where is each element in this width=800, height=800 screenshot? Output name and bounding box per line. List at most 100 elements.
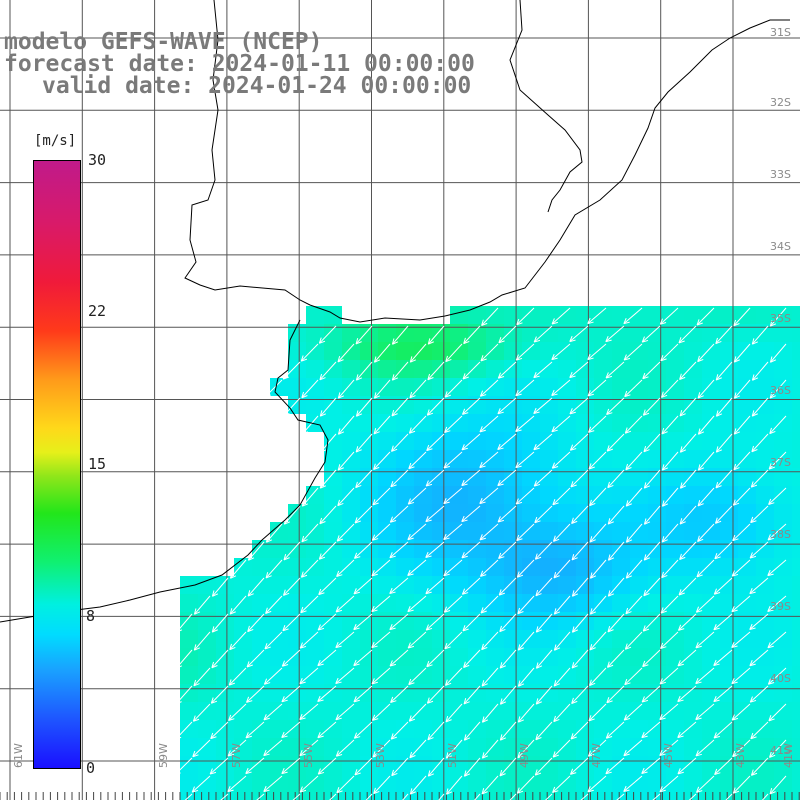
wind-speed-cell	[540, 540, 558, 558]
wind-arrow	[425, 469, 445, 487]
wind-arrow	[606, 397, 625, 415]
wind-arrow	[373, 775, 391, 795]
wind-speed-cell	[342, 612, 360, 630]
wind-arrow	[281, 685, 301, 703]
wind-speed-cell	[702, 540, 720, 558]
wind-speed-cell	[468, 774, 486, 792]
wind-arrow	[643, 433, 661, 453]
wind-speed-cell	[288, 558, 306, 576]
colorbar-tick-15: 15	[88, 455, 107, 473]
wind-arrow	[553, 667, 571, 687]
wind-speed-cell	[450, 702, 468, 720]
wind-speed-cell	[594, 468, 612, 486]
wind-arrow	[409, 379, 427, 399]
wind-arrow	[497, 397, 517, 415]
wind-arrow	[553, 631, 571, 651]
wind-speed-cell	[414, 792, 432, 800]
wind-speed-cell	[792, 612, 800, 630]
wind-speed-cell	[540, 774, 558, 792]
wind-speed-cell	[594, 738, 612, 756]
wind-arrow	[256, 793, 265, 800]
wind-arrow	[643, 541, 661, 561]
wind-speed-cell	[558, 666, 576, 684]
wind-speed-cell	[234, 576, 252, 594]
wind-speed-cell	[648, 594, 666, 612]
wind-arrow	[481, 775, 499, 795]
wind-speed-cell	[594, 486, 612, 504]
wind-speed-cell	[738, 450, 756, 468]
wind-speed-cell	[720, 720, 738, 738]
wind-speed-cell	[648, 306, 666, 324]
wind-speed-cell	[540, 558, 558, 576]
wind-speed-cell	[396, 324, 414, 342]
wind-arrow	[553, 559, 571, 579]
wind-speed-cell	[216, 774, 234, 792]
wind-speed-cell	[378, 324, 396, 342]
wind-arrow	[211, 577, 229, 597]
wind-arrow	[571, 505, 589, 524]
wind-speed-cell	[738, 378, 756, 396]
wind-arrow	[245, 721, 265, 739]
wind-arrow	[390, 721, 409, 740]
wind-arrow	[318, 541, 337, 560]
wind-speed-cell	[306, 396, 324, 414]
wind-speed-cell	[756, 504, 774, 522]
wind-arrow	[409, 343, 427, 363]
wind-speed-cell	[504, 630, 522, 648]
wind-arrow	[749, 649, 769, 667]
wind-speed-cell	[666, 738, 684, 756]
wind-arrow	[247, 541, 265, 561]
wind-arrow	[246, 649, 265, 668]
wind-speed-cell	[342, 558, 360, 576]
wind-speed-cell	[396, 540, 414, 558]
wind-speed-cell	[756, 342, 774, 360]
wind-speed-cell	[738, 558, 756, 576]
wind-speed-cell	[702, 738, 720, 756]
wind-speed-cell	[450, 738, 468, 756]
wind-speed-cell	[792, 342, 800, 360]
wind-speed-cell	[486, 738, 504, 756]
wind-speed-cell	[396, 396, 414, 414]
wind-speed-cell	[630, 558, 648, 576]
wind-speed-cell	[504, 396, 522, 414]
wind-arrow	[335, 631, 355, 649]
wind-speed-cell	[270, 612, 288, 630]
wind-arrow	[210, 685, 229, 704]
wind-speed-cell	[414, 594, 432, 612]
wind-speed-cell	[774, 594, 792, 612]
wind-speed-cell	[792, 576, 800, 594]
wind-arrow	[265, 559, 283, 579]
wind-arrow	[607, 541, 625, 561]
wind-speed-cell	[792, 558, 800, 576]
wind-arrow	[337, 487, 355, 507]
wind-speed-cell	[612, 666, 630, 684]
wind-speed-cell	[306, 738, 324, 756]
wind-speed-cell	[666, 504, 684, 522]
wind-speed-cell	[432, 468, 450, 486]
wind-speed-cell	[180, 594, 198, 612]
wind-speed-cell	[324, 396, 342, 414]
wind-speed-cell	[594, 684, 612, 702]
wind-speed-cell	[432, 702, 450, 720]
wind-speed-cell	[324, 666, 342, 684]
wind-speed-cell	[612, 486, 630, 504]
wind-speed-cell	[702, 792, 720, 800]
wind-speed-cell	[216, 648, 234, 666]
wind-speed-cell	[666, 342, 684, 360]
wind-speed-cell	[702, 378, 720, 396]
wind-arrow	[281, 757, 301, 775]
wind-speed-cell	[432, 486, 450, 504]
wind-speed-cell	[702, 576, 720, 594]
wind-speed-cell	[468, 450, 486, 468]
wind-arrow	[191, 775, 211, 793]
wind-speed-cell	[288, 594, 306, 612]
wind-arrow	[695, 631, 715, 649]
wind-speed-cell	[702, 648, 720, 666]
wind-speed-cell	[612, 774, 630, 792]
wind-speed-cell	[738, 342, 756, 360]
wind-speed-cell	[648, 720, 666, 738]
wind-speed-cell	[360, 720, 378, 738]
wind-speed-cell	[486, 486, 504, 504]
wind-speed-cell	[234, 702, 252, 720]
wind-speed-cell	[792, 522, 800, 540]
